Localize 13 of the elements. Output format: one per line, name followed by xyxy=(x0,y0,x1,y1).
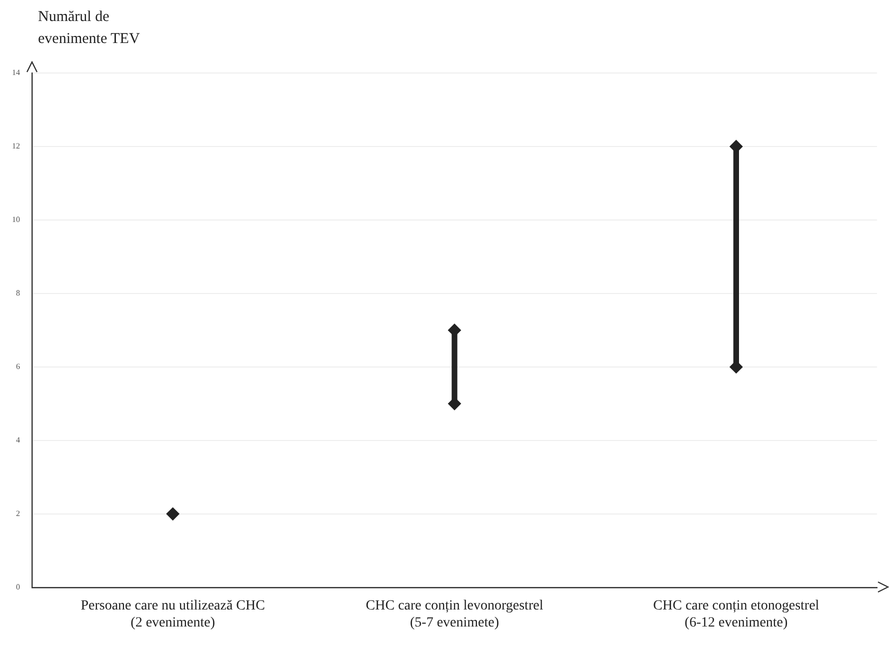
y-tick-label: 0 xyxy=(16,582,20,592)
x-tick-label: Persoane care nu utilizează CHC (2 evenimente) xyxy=(80,598,265,630)
y-tick-label: 8 xyxy=(16,288,20,298)
y-tick-label: 14 xyxy=(12,68,20,78)
point xyxy=(166,507,180,520)
x-tick-label: CHC care conțin etonogestrel (6-12 evenimente) xyxy=(653,598,820,630)
y-tick-label: 10 xyxy=(12,215,20,224)
y-axis-title: Numărul de evenimente TEV xyxy=(38,8,141,49)
y-tick-label: 2 xyxy=(16,509,20,518)
y-tick-label: 6 xyxy=(16,362,20,372)
y-tick-label: 4 xyxy=(16,436,20,445)
x-tick-label: CHC care conțin levonorgestrel (5-7 evenimete) xyxy=(366,598,544,630)
y-tick-label: 12 xyxy=(12,142,20,151)
